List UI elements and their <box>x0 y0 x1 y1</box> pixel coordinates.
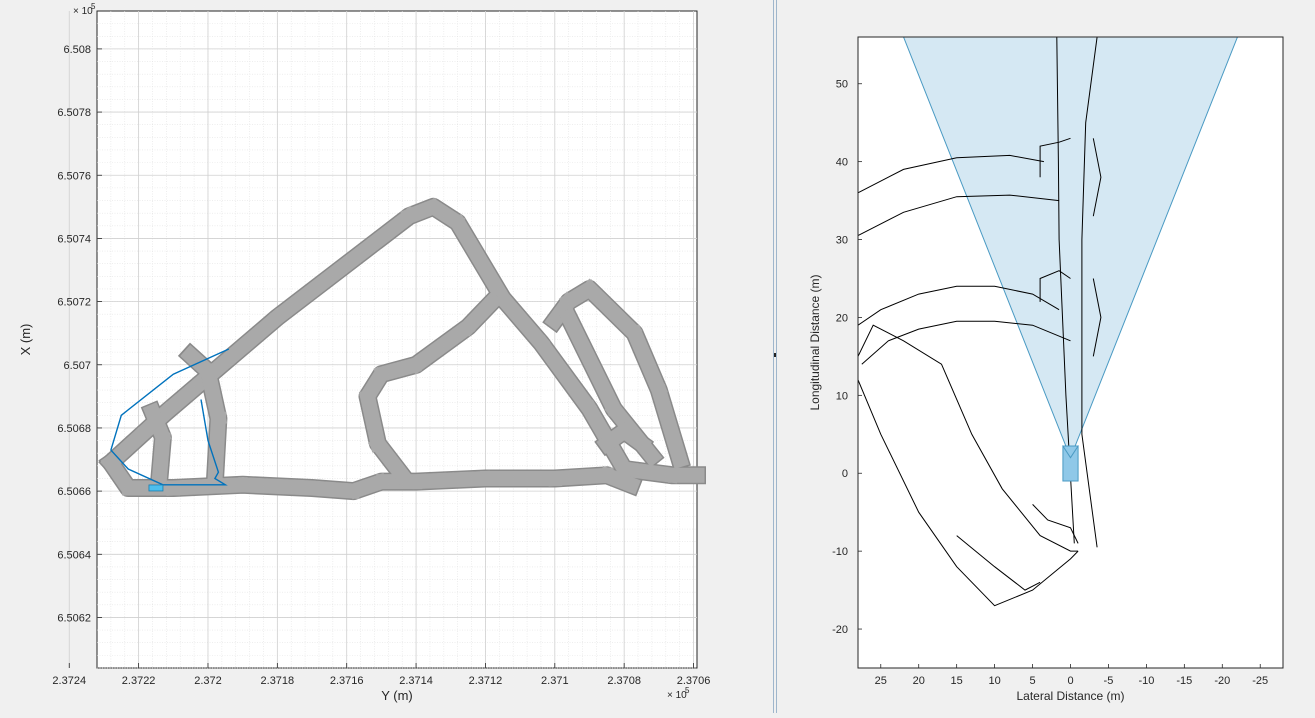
y-tick-label: -10 <box>832 546 848 558</box>
lane-boundaries <box>858 37 1102 607</box>
x-tick-label: 2.3712 <box>469 675 503 687</box>
x-tick-label: 15 <box>951 675 963 687</box>
y-tick-label: 6.5078 <box>57 107 91 119</box>
map-axes[interactable]: 2.3724 2.3722 2.372 2.3718 2.3716 2.3714 2.371… <box>0 0 770 713</box>
lane-boundary-line <box>1039 137 1071 178</box>
map-figure-panel: 2.3724 2.3722 2.372 2.3718 2.3716 2.3714 2.371… <box>0 0 770 713</box>
y-tick-label: -20 <box>832 624 848 636</box>
lane-boundary-line <box>858 379 1079 607</box>
lane-boundary-line <box>1039 270 1071 302</box>
y-tick-label: 30 <box>836 235 848 247</box>
map-y-tick-labels: 6.5062 6.5064 6.5066 6.5068 6.507 6.5072 6.507… <box>57 44 91 625</box>
birds-eye-x-tick-labels: 25 20 15 10 5 0 -5 -10 -15 -20 -25 <box>875 664 1268 687</box>
splitter-line-right <box>776 0 777 713</box>
map-y-exponent-base: × 10 <box>73 6 93 17</box>
road-segment <box>360 290 504 486</box>
y-tick-label: 20 <box>836 312 848 324</box>
vehicle-marker <box>148 484 164 492</box>
birds-eye-axes[interactable]: 25 20 15 10 5 0 -5 -10 -15 -20 -25 -20-10010203040… <box>780 0 1315 713</box>
road-segment <box>142 402 171 487</box>
splitter-grip[interactable] <box>774 353 776 357</box>
road-segment <box>180 344 226 490</box>
y-tick-label: 6.5076 <box>57 170 91 182</box>
map-y-axis-label: X (m) <box>18 324 33 356</box>
x-tick-label: 2.3714 <box>399 675 433 687</box>
x-tick-label: 20 <box>913 675 925 687</box>
road-segment <box>544 281 690 469</box>
y-tick-label: 6.5066 <box>57 486 91 498</box>
lane-boundary-line <box>858 154 1044 194</box>
vehicle-body <box>148 484 164 492</box>
y-tick-label: 6.507 <box>63 360 91 372</box>
y-tick-label: 6.5072 <box>57 297 91 309</box>
y-tick-label: 0 <box>842 468 848 480</box>
lane-boundary-line <box>858 194 1060 237</box>
x-tick-label: 2.3706 <box>677 675 711 687</box>
ego-heading-marker <box>1061 445 1080 459</box>
x-tick-label: 10 <box>988 675 1000 687</box>
x-tick-label: 2.372 <box>194 675 222 687</box>
birds-eye-x-axis-label: Lateral Distance (m) <box>1016 689 1124 703</box>
y-tick-label: 6.508 <box>63 44 91 56</box>
y-tick-label: 6.5074 <box>57 233 91 245</box>
x-tick-label: -5 <box>1104 675 1114 687</box>
sensor-coverage-area <box>902 37 1239 460</box>
birds-eye-y-axis-label: Longitudinal Distance (m) <box>808 274 822 410</box>
map-x-tick-labels: 2.3724 2.3722 2.372 2.3718 2.3716 2.3714 2.371… <box>52 675 710 687</box>
y-tick-label: 10 <box>836 390 848 402</box>
map-x-axis-label: Y (m) <box>381 688 413 703</box>
x-tick-label: 2.371 <box>541 675 569 687</box>
birds-eye-figure-panel: 25 20 15 10 5 0 -5 -10 -15 -20 -25 -20 -10 0 10 20 30 40… <box>780 0 1315 713</box>
map-x-exponent-base: × 10 <box>667 690 687 701</box>
lane-boundary-line <box>858 285 1060 326</box>
x-tick-label: 25 <box>875 675 887 687</box>
road-segment <box>100 452 641 499</box>
splitter-line-left <box>773 0 774 713</box>
lane-boundary-line <box>861 320 1071 365</box>
map-major-grid <box>68 11 697 668</box>
road-segment <box>100 199 705 483</box>
x-tick-label: -20 <box>1214 675 1230 687</box>
road-network <box>98 197 706 501</box>
y-tick-label: 40 <box>836 157 848 169</box>
map-x-exponent: × 10 5 <box>667 686 690 701</box>
map-y-exponent-power: 5 <box>91 2 96 11</box>
lane-boundary-line <box>1032 504 1079 544</box>
x-tick-label: -15 <box>1176 675 1192 687</box>
lane-boundary-line <box>1092 278 1102 357</box>
birds-eye-y-tick-labels: -20 -10 0 10 20 30 40 50 <box>832 79 862 636</box>
x-tick-label: 2.3716 <box>330 675 364 687</box>
x-tick-label: 2.3722 <box>122 675 156 687</box>
lane-boundary-line <box>1092 138 1102 217</box>
x-tick-label: 2.3724 <box>52 675 86 687</box>
x-tick-label: 2.3708 <box>607 675 641 687</box>
ego-vehicle <box>1062 445 1079 482</box>
panel-splitter[interactable] <box>770 0 780 713</box>
x-tick-label: 2.3718 <box>261 675 295 687</box>
y-tick-label: 6.5064 <box>57 549 91 561</box>
lane-boundary-line <box>858 324 1079 552</box>
x-tick-label: 5 <box>1029 675 1035 687</box>
lane-boundary-line <box>1081 37 1098 548</box>
map-x-exponent-power: 5 <box>685 686 690 695</box>
road-segment <box>596 423 652 455</box>
lane-boundary-line <box>1056 37 1075 544</box>
y-tick-label: 6.5062 <box>57 612 91 624</box>
lane-boundary-line <box>956 535 1041 591</box>
x-tick-label: 0 <box>1067 675 1073 687</box>
y-tick-label: 6.5068 <box>57 423 91 435</box>
map-y-exponent: × 10 5 <box>73 2 96 17</box>
x-tick-label: -25 <box>1252 675 1268 687</box>
x-tick-label: -10 <box>1138 675 1154 687</box>
y-tick-label: 50 <box>836 79 848 91</box>
